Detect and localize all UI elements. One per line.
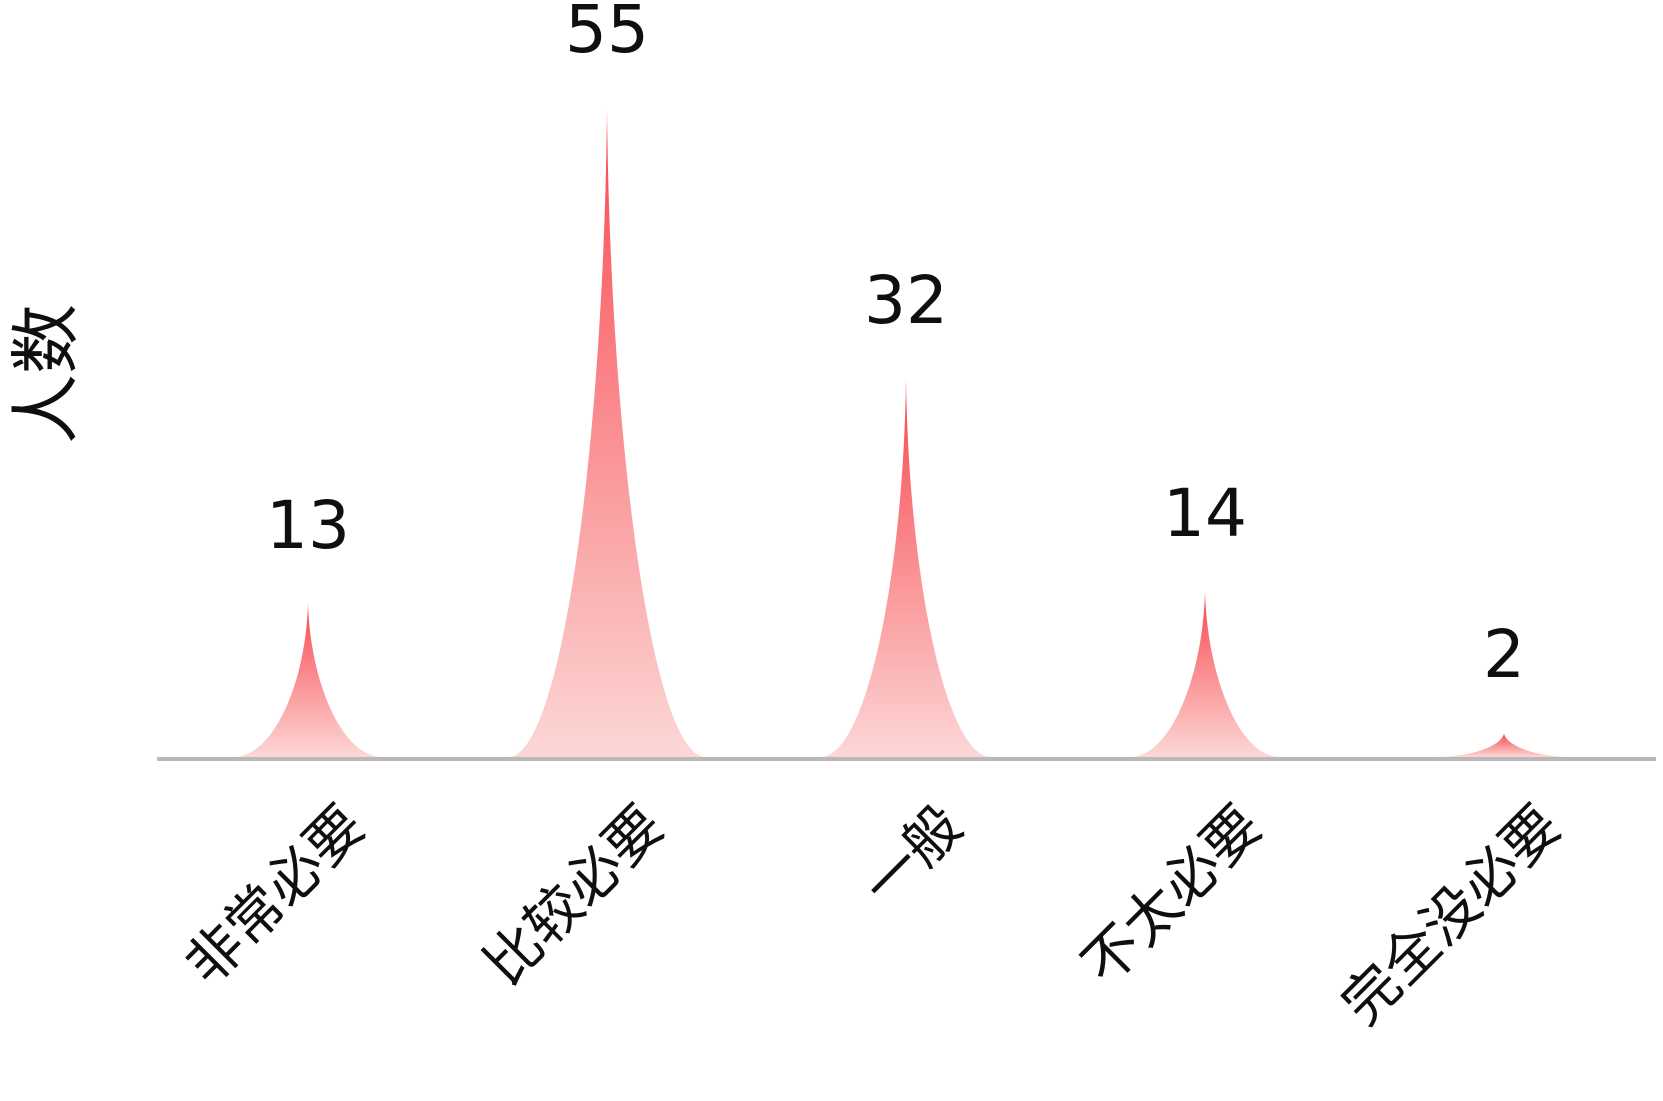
value-label-4: 14 <box>1163 474 1247 552</box>
peak-shape-3 <box>821 379 991 757</box>
peak-shape-1 <box>234 603 382 757</box>
peak-shape-5 <box>1436 733 1572 757</box>
peak-series <box>234 108 1572 757</box>
value-label-5: 2 <box>1483 616 1525 694</box>
value-label-2: 55 <box>565 0 649 68</box>
value-label-1: 13 <box>266 486 350 564</box>
value-label-3: 32 <box>864 262 948 340</box>
peak-shape-2 <box>509 108 705 757</box>
x-axis-line <box>157 757 1656 761</box>
peak-shape-4 <box>1131 591 1279 757</box>
